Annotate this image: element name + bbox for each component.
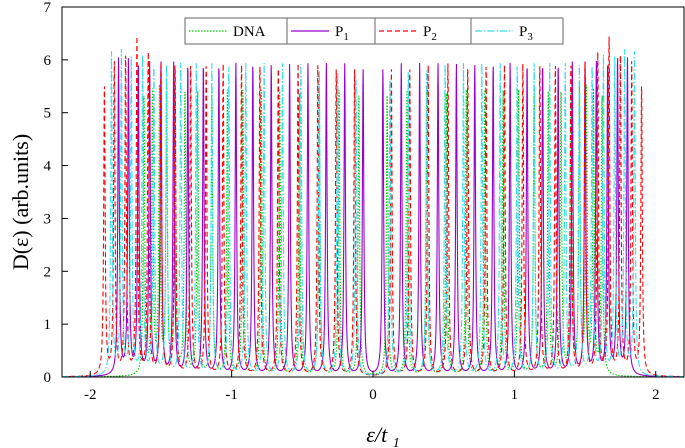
y-tick-label: 1	[44, 317, 52, 333]
legend-label: P1	[335, 24, 349, 43]
legend-box	[184, 17, 288, 45]
legend-label: P2	[423, 24, 437, 43]
legend-label: DNA	[233, 24, 266, 40]
series-line-dna	[62, 84, 684, 377]
y-tick-label: 6	[44, 53, 52, 69]
y-tick-label: 4	[44, 159, 52, 175]
x-tick-label: -2	[84, 387, 97, 403]
legend-item-p1: P1	[286, 17, 376, 45]
y-tick-label: 2	[44, 264, 52, 280]
ticks-layer: -2 -1 0 1 2 0 1 2 3 4 5 6 7	[44, 0, 660, 403]
x-axis-label: ε/t 1	[366, 422, 399, 448]
x-axis-label-sub: 1	[393, 436, 400, 448]
legend-item-p3: P3	[470, 17, 564, 45]
series-line-p1	[62, 57, 684, 377]
x-axis-label-main: ε/t	[366, 422, 388, 447]
series-line-p3	[62, 49, 684, 377]
legend-item-p2: P2	[374, 17, 472, 45]
legend-label: P3	[519, 24, 533, 43]
x-tick-label: 0	[369, 387, 377, 403]
x-tick-label: 2	[652, 387, 660, 403]
series-line-p2	[62, 36, 684, 377]
series-layer	[62, 36, 684, 377]
y-axis-label: D(ε) (arb.units)	[8, 134, 33, 270]
y-tick-label: 7	[44, 0, 52, 16]
legend-item-dna: DNA	[184, 17, 288, 45]
y-tick-label: 3	[44, 211, 52, 227]
x-tick-label: -1	[225, 387, 238, 403]
y-tick-label: 0	[44, 370, 52, 386]
legend-box	[470, 17, 564, 45]
y-tick-label: 5	[44, 106, 52, 122]
legend: DNA P1 P2 P3	[184, 17, 564, 45]
x-tick-label: 1	[511, 387, 519, 403]
